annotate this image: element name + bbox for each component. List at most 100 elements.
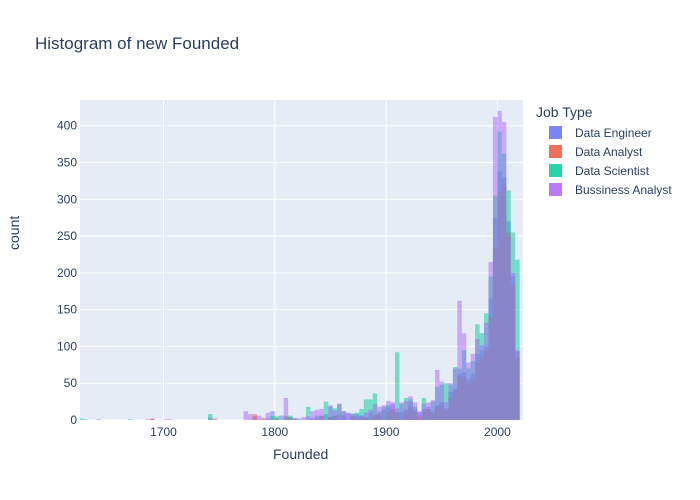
- histogram-bar[interactable]: [435, 369, 440, 420]
- histogram-bar[interactable]: [305, 416, 311, 420]
- y-tick-label: 150: [57, 303, 77, 317]
- histogram-bar[interactable]: [270, 411, 275, 420]
- histogram-bar[interactable]: [127, 419, 133, 420]
- histogram-bar[interactable]: [403, 400, 409, 420]
- histogram-bar[interactable]: [208, 414, 213, 420]
- y-tick-label: 0: [70, 413, 77, 427]
- histogram-bar[interactable]: [452, 368, 458, 420]
- histogram-bar[interactable]: [359, 415, 364, 420]
- histogram-bar[interactable]: [399, 402, 404, 420]
- histogram-bar[interactable]: [408, 396, 413, 420]
- legend-item-data-analyst[interactable]: Data Analyst: [536, 142, 672, 161]
- histogram-bar[interactable]: [270, 416, 275, 420]
- histogram-bar[interactable]: [497, 111, 502, 420]
- histogram-bar[interactable]: [332, 410, 338, 420]
- histogram-bar[interactable]: [492, 116, 498, 420]
- y-tick-label: 300: [57, 192, 77, 206]
- histogram-bar[interactable]: [372, 403, 378, 420]
- histogram-bar[interactable]: [83, 419, 88, 420]
- histogram-bar[interactable]: [466, 362, 471, 420]
- histogram-bar[interactable]: [412, 402, 418, 420]
- bars[interactable]: [80, 111, 520, 420]
- histogram-bar[interactable]: [421, 403, 427, 420]
- histogram-bar[interactable]: [314, 409, 320, 420]
- histogram-bar[interactable]: [394, 352, 400, 420]
- histogram-bar[interactable]: [515, 350, 520, 420]
- histogram-bar[interactable]: [288, 415, 293, 420]
- histogram-bar[interactable]: [443, 383, 449, 420]
- histogram-bar[interactable]: [346, 412, 351, 420]
- histogram-bar[interactable]: [426, 402, 431, 420]
- histogram-bar[interactable]: [461, 333, 467, 420]
- series-bussiness-analyst: [150, 111, 520, 420]
- histogram-bar[interactable]: [256, 415, 262, 420]
- gridlines: [80, 100, 523, 421]
- histogram-bar[interactable]: [386, 400, 391, 420]
- histogram-bar[interactable]: [80, 418, 84, 420]
- legend-item-bussiness-analyst[interactable]: Bussiness Analyst: [536, 180, 672, 199]
- histogram-bar[interactable]: [515, 259, 520, 420]
- histogram-bar[interactable]: [510, 272, 516, 420]
- histogram-bar[interactable]: [248, 414, 253, 420]
- histogram-bar[interactable]: [363, 399, 369, 420]
- histogram-bar[interactable]: [457, 300, 462, 420]
- histogram-bar[interactable]: [350, 414, 355, 420]
- histogram-bar[interactable]: [261, 417, 266, 420]
- histogram-bar[interactable]: [283, 397, 289, 420]
- histogram-bar[interactable]: [394, 408, 400, 420]
- histogram-bar[interactable]: [506, 236, 511, 420]
- histogram-bar[interactable]: [417, 411, 422, 420]
- histogram-bar[interactable]: [301, 417, 306, 420]
- histogram-bar[interactable]: [443, 402, 449, 420]
- histogram-bar[interactable]: [470, 353, 476, 420]
- histogram-bar[interactable]: [381, 405, 387, 420]
- histogram-bar[interactable]: [319, 408, 324, 420]
- histogram-bar[interactable]: [243, 411, 249, 420]
- histogram-bar[interactable]: [96, 419, 102, 420]
- histogram-bar[interactable]: [501, 122, 507, 420]
- histogram-bar[interactable]: [279, 415, 284, 420]
- histogram-bar[interactable]: [475, 339, 480, 420]
- histogram-bar[interactable]: [328, 405, 333, 420]
- legend-swatch: [549, 126, 562, 139]
- histogram-bar[interactable]: [341, 411, 347, 420]
- legend: Job Type Data Engineer Data Analyst Data…: [536, 104, 672, 199]
- x-tick-label: 1700: [150, 425, 177, 439]
- histogram-bar[interactable]: [297, 418, 302, 420]
- histogram-bar[interactable]: [274, 416, 280, 420]
- histogram-bar[interactable]: [484, 322, 489, 420]
- histogram-bar[interactable]: [363, 412, 369, 420]
- histogram-bar[interactable]: [145, 419, 151, 420]
- histogram-bar[interactable]: [479, 344, 485, 420]
- histogram-bar[interactable]: [163, 419, 168, 420]
- histogram-bar[interactable]: [323, 401, 329, 420]
- histogram-bar[interactable]: [377, 406, 382, 420]
- histogram-bar[interactable]: [305, 406, 311, 420]
- y-axis-title: count: [6, 215, 22, 250]
- histogram-bar[interactable]: [337, 403, 342, 420]
- histogram-bar[interactable]: [167, 419, 173, 420]
- histogram-bar[interactable]: [150, 419, 155, 420]
- histogram-bar[interactable]: [265, 412, 271, 420]
- histogram-bar[interactable]: [354, 416, 360, 420]
- histogram-bar[interactable]: [252, 414, 257, 420]
- legend-item-data-engineer[interactable]: Data Engineer: [536, 123, 672, 142]
- y-tick-label: 250: [57, 229, 77, 243]
- histogram-bar[interactable]: [368, 409, 373, 420]
- histogram-bar[interactable]: [430, 400, 436, 420]
- histogram-bar[interactable]: [448, 383, 453, 420]
- y-tick-label: 50: [64, 376, 78, 390]
- histogram-bar[interactable]: [359, 408, 364, 420]
- x-tick-label: 1800: [261, 425, 288, 439]
- legend-item-data-scientist[interactable]: Data Scientist: [536, 161, 672, 180]
- legend-swatch: [549, 145, 562, 158]
- plot-background: [80, 100, 523, 420]
- histogram-bar[interactable]: [488, 261, 493, 420]
- histogram-bar[interactable]: [212, 418, 217, 420]
- histogram-bar[interactable]: [439, 381, 444, 420]
- histogram-bar[interactable]: [390, 402, 395, 420]
- histogram-bar[interactable]: [292, 417, 298, 420]
- x-tick-labels: 1700 1800 1900 2000: [150, 425, 511, 439]
- histogram-bar[interactable]: [310, 411, 315, 420]
